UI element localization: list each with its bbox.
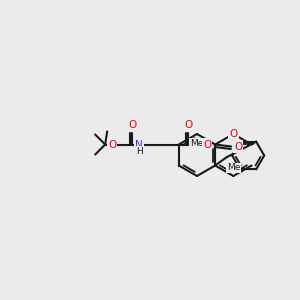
Text: O: O <box>234 142 242 152</box>
Text: Me: Me <box>190 139 204 148</box>
Text: O: O <box>229 129 238 139</box>
Text: N: N <box>135 140 143 149</box>
Text: O: O <box>108 140 116 149</box>
Text: Me: Me <box>227 164 240 172</box>
Text: H: H <box>136 147 143 156</box>
Text: O: O <box>203 140 211 149</box>
Text: O: O <box>184 121 192 130</box>
Text: O: O <box>128 121 136 130</box>
